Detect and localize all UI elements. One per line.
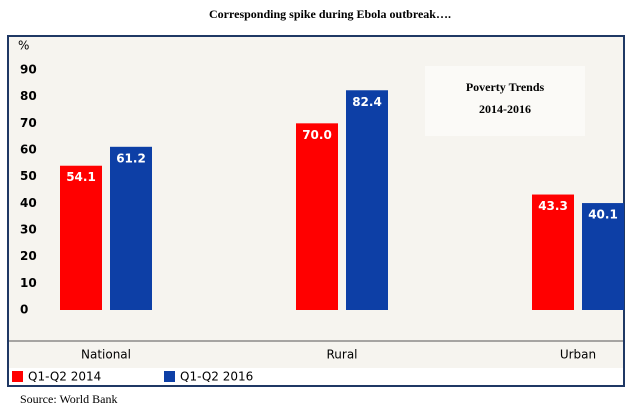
x-tick-label: Rural [326, 348, 357, 362]
y-tick-label: 20 [20, 249, 37, 263]
chart-title: Corresponding spike during Ebola outbrea… [209, 7, 451, 21]
legend-strip [9, 368, 623, 385]
value-label: 40.1 [588, 208, 618, 222]
bar [60, 165, 102, 310]
value-label: 82.4 [352, 95, 382, 109]
source: Source: World Bank [20, 392, 117, 406]
y-tick-label: 10 [20, 276, 37, 290]
value-label: 43.3 [538, 199, 568, 213]
legend-swatch [12, 371, 23, 382]
annotation: Poverty Trends [466, 80, 545, 94]
legend-label: Q1-Q2 2014 [28, 370, 101, 384]
annotation: 2014-2016 [479, 102, 531, 116]
bar [346, 90, 388, 311]
bar [110, 146, 152, 310]
bar [582, 203, 624, 310]
legend-label: Q1-Q2 2016 [180, 370, 253, 384]
y-tick-label: 50 [20, 169, 37, 183]
y-tick-label: 70 [20, 116, 37, 130]
bar [532, 194, 574, 310]
y-tick-label: 0 [20, 303, 28, 317]
value-label: 61.2 [116, 151, 146, 165]
y-tick-label: 30 [20, 223, 37, 237]
y-tick-label: 80 [20, 89, 37, 103]
bar [296, 123, 338, 310]
annotation-box [425, 66, 585, 136]
legend-swatch [164, 371, 175, 382]
y-axis-label: % [18, 39, 29, 53]
value-label: 70.0 [302, 128, 332, 142]
value-label: 54.1 [66, 170, 96, 184]
y-tick-label: 60 [20, 143, 37, 157]
x-tick-label: National [81, 348, 131, 362]
y-tick-label: 40 [20, 196, 37, 210]
y-tick-label: 90 [20, 63, 37, 77]
x-tick-label: Urban [560, 348, 596, 362]
